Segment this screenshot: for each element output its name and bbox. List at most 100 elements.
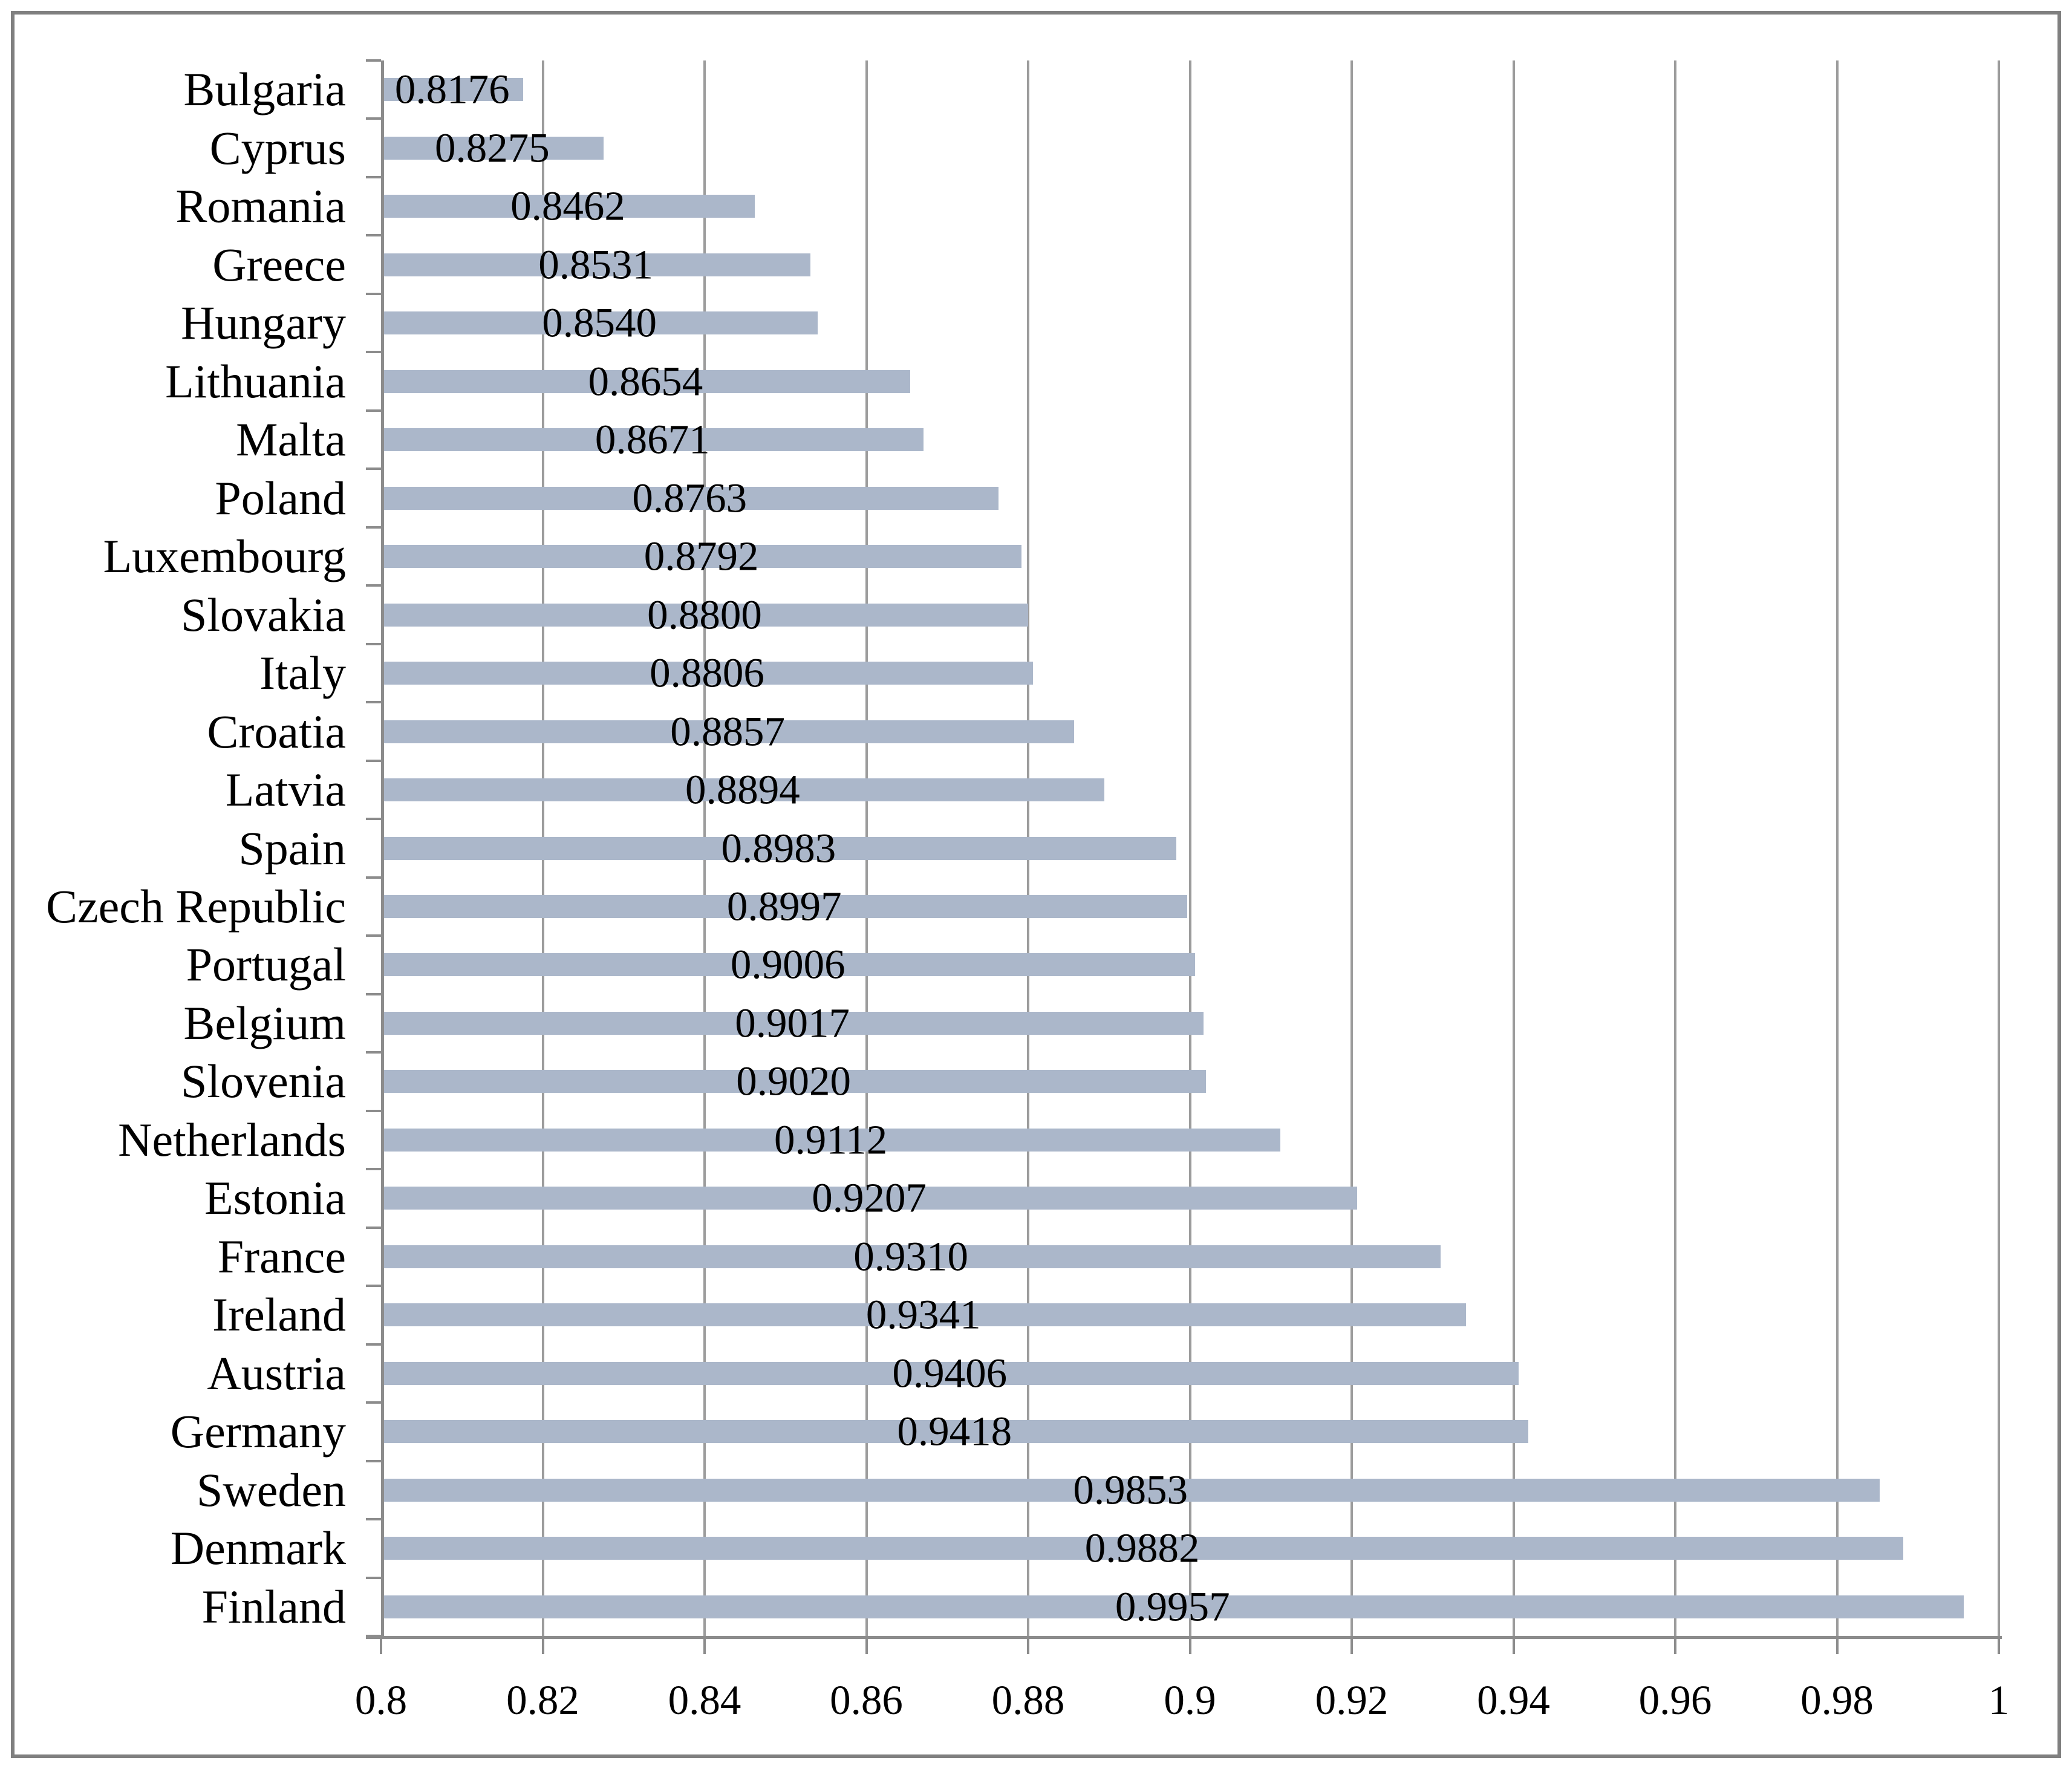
y-axis-line <box>381 60 384 1639</box>
bar-value-label: 0.8792 <box>643 533 759 579</box>
y-axis-tick <box>366 759 381 762</box>
x-axis-tick <box>1998 1639 2000 1654</box>
bar-value-label: 0.9006 <box>730 941 845 988</box>
bar-value-label: 0.8540 <box>542 299 657 346</box>
bar <box>381 1128 1281 1152</box>
x-axis-line <box>366 1636 2002 1639</box>
x-axis-tick-label: 0.88 <box>991 1677 1065 1723</box>
y-axis-tick <box>366 1343 381 1346</box>
x-axis-tick <box>1512 1639 1515 1654</box>
y-axis-tick <box>366 292 381 295</box>
bar <box>381 136 604 160</box>
category-label: Malta <box>236 413 346 466</box>
x-axis-tick <box>1674 1639 1676 1654</box>
bar-value-label: 0.9853 <box>1073 1467 1188 1513</box>
bar <box>381 1187 1358 1210</box>
category-label: Luxembourg <box>103 530 346 583</box>
bar-value-label: 0.8176 <box>394 66 510 112</box>
category-label: Poland <box>215 471 346 524</box>
y-axis-tick <box>366 59 381 62</box>
x-axis-tick <box>1350 1639 1353 1654</box>
x-axis-tick-label: 0.94 <box>1477 1677 1550 1723</box>
bar-value-label: 0.9207 <box>812 1174 927 1221</box>
y-axis-tick <box>366 642 381 645</box>
bar <box>381 778 1104 802</box>
bar <box>381 78 524 102</box>
bar <box>381 311 818 335</box>
x-axis-tick-label: 0.9 <box>1164 1677 1216 1723</box>
x-axis-tick <box>865 1639 868 1654</box>
y-axis-tick <box>366 1576 381 1579</box>
y-axis-tick <box>366 876 381 879</box>
gridline <box>1350 60 1353 1636</box>
x-axis-tick-label: 0.82 <box>506 1677 579 1723</box>
y-axis-tick <box>366 818 381 821</box>
bar <box>381 953 1195 977</box>
y-axis-tick <box>366 1051 381 1054</box>
bar-value-label: 0.8462 <box>510 183 625 229</box>
bar <box>381 1478 1880 1502</box>
category-label: Croatia <box>207 705 346 758</box>
y-axis-tick <box>366 992 381 995</box>
category-label: Denmark <box>170 1522 346 1575</box>
category-label: Belgium <box>183 996 346 1049</box>
category-label: Germany <box>170 1405 346 1458</box>
y-axis-tick <box>366 701 381 704</box>
x-axis-tick <box>541 1639 544 1654</box>
bar-value-label: 0.8983 <box>721 825 836 871</box>
category-label: Slovenia <box>181 1055 346 1108</box>
x-axis-tick <box>380 1639 382 1654</box>
bar <box>381 603 1028 627</box>
bar-value-label: 0.8671 <box>595 416 710 463</box>
bar-value-label: 0.9020 <box>736 1058 851 1104</box>
bar-value-label: 0.9406 <box>892 1350 1008 1396</box>
bar <box>381 253 811 276</box>
bar-value-label: 0.8857 <box>670 708 785 755</box>
y-axis-tick <box>366 409 381 412</box>
y-axis-tick <box>366 234 381 237</box>
bar <box>381 1537 1904 1560</box>
gridline <box>1998 60 2000 1636</box>
category-label: Italy <box>259 647 346 700</box>
bar <box>381 1245 1441 1268</box>
x-axis-tick <box>1836 1639 1839 1654</box>
bar <box>381 1070 1207 1093</box>
y-axis-tick <box>366 1518 381 1521</box>
category-label: Finland <box>201 1580 346 1633</box>
bar-value-label: 0.9418 <box>897 1408 1012 1455</box>
y-axis-tick <box>366 1168 381 1171</box>
x-axis-tick-label: 0.8 <box>354 1677 408 1723</box>
category-label: Spain <box>238 821 346 875</box>
category-label: Slovakia <box>181 588 346 641</box>
bar <box>381 836 1176 860</box>
y-axis-tick <box>366 1285 381 1288</box>
bar <box>381 662 1034 685</box>
category-label: Bulgaria <box>183 63 346 116</box>
x-axis-tick-label: 0.86 <box>830 1677 903 1723</box>
gridline <box>1836 60 1839 1636</box>
bar-value-label: 0.9310 <box>853 1233 968 1280</box>
x-axis-tick-label: 0.98 <box>1800 1677 1874 1723</box>
category-label: Sweden <box>197 1463 346 1516</box>
bar-value-label: 0.9341 <box>865 1291 981 1338</box>
x-axis-tick-label: 0.84 <box>668 1677 741 1723</box>
bar-value-label: 0.8763 <box>632 475 748 521</box>
bar <box>381 720 1075 743</box>
category-label: Lithuania <box>165 354 346 408</box>
gridline <box>1512 60 1515 1636</box>
bar <box>381 894 1188 918</box>
gridline <box>1188 60 1191 1636</box>
y-axis-tick <box>366 351 381 354</box>
y-axis-tick <box>366 1109 381 1112</box>
category-label: Austria <box>207 1346 346 1399</box>
bar <box>381 370 910 393</box>
bar <box>381 1303 1466 1327</box>
category-label: Cyprus <box>209 121 346 174</box>
y-axis-tick <box>366 175 381 178</box>
bar-value-label: 0.8806 <box>650 650 764 696</box>
bar-value-label: 0.9112 <box>774 1116 888 1163</box>
category-label: Czech Republic <box>46 879 346 933</box>
y-axis-tick <box>366 1226 381 1229</box>
